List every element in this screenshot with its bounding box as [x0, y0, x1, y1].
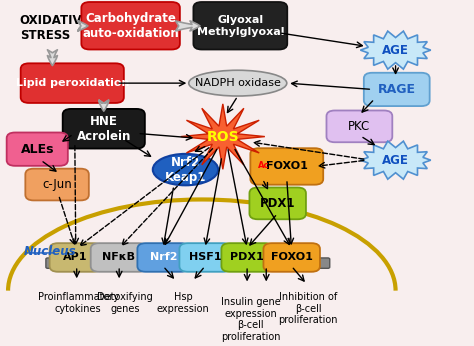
Text: AGE: AGE [382, 44, 409, 57]
Text: NFκB: NFκB [102, 253, 136, 263]
Text: Lipid peroxidation: Lipid peroxidation [16, 78, 129, 88]
Polygon shape [181, 104, 265, 169]
FancyBboxPatch shape [137, 243, 189, 272]
Text: Nrf2: Nrf2 [150, 253, 177, 263]
Ellipse shape [189, 70, 287, 96]
Text: HNE
Acrolein: HNE Acrolein [77, 115, 131, 143]
Ellipse shape [153, 154, 218, 185]
FancyBboxPatch shape [221, 243, 273, 272]
Text: Glyoxal
Methylglyoxal: Glyoxal Methylglyoxal [197, 15, 284, 37]
Text: Detoxifying
genes: Detoxifying genes [97, 292, 153, 314]
Text: NADPH oxidase: NADPH oxidase [195, 78, 281, 88]
Text: FOXO1: FOXO1 [271, 253, 313, 263]
FancyBboxPatch shape [21, 63, 124, 103]
FancyBboxPatch shape [46, 258, 330, 268]
Text: AP1: AP1 [63, 253, 88, 263]
Text: RAGE: RAGE [378, 83, 416, 96]
Text: OXIDATIVE
STRESS: OXIDATIVE STRESS [20, 14, 91, 42]
Text: Carbohydrate
auto-oxidation: Carbohydrate auto-oxidation [82, 12, 179, 40]
FancyBboxPatch shape [180, 243, 231, 272]
FancyBboxPatch shape [250, 148, 323, 185]
Text: Nucleus: Nucleus [24, 245, 76, 258]
Text: Nrf2
Keap1: Nrf2 Keap1 [165, 156, 206, 184]
Text: AGE: AGE [382, 154, 409, 167]
FancyBboxPatch shape [193, 2, 287, 49]
Text: Insulin gene
expression
β-cell
proliferation: Insulin gene expression β-cell prolifera… [221, 297, 281, 342]
Text: PDX1: PDX1 [260, 197, 295, 210]
FancyBboxPatch shape [82, 2, 180, 49]
Text: Ac: Ac [258, 161, 270, 170]
FancyBboxPatch shape [364, 73, 429, 106]
Text: ROS: ROS [207, 130, 239, 144]
FancyBboxPatch shape [63, 109, 145, 148]
FancyBboxPatch shape [327, 110, 392, 142]
Text: c-Jun: c-Jun [42, 178, 72, 191]
Text: PDX1: PDX1 [230, 253, 264, 263]
Text: Hsp
expression: Hsp expression [157, 292, 210, 314]
Text: HSF1: HSF1 [189, 253, 221, 263]
FancyBboxPatch shape [264, 243, 320, 272]
Text: FOXO1: FOXO1 [266, 162, 308, 172]
Text: ALEs: ALEs [20, 143, 54, 156]
FancyBboxPatch shape [249, 188, 306, 219]
Text: PKC: PKC [348, 120, 371, 133]
Polygon shape [360, 31, 431, 69]
Text: Proinflammatory
cytokines: Proinflammatory cytokines [37, 292, 118, 314]
FancyBboxPatch shape [91, 243, 147, 272]
Polygon shape [360, 141, 431, 179]
FancyBboxPatch shape [25, 169, 89, 200]
Text: Inhibition of
β-cell
proliferation: Inhibition of β-cell proliferation [279, 292, 338, 326]
FancyBboxPatch shape [7, 133, 68, 166]
FancyBboxPatch shape [50, 243, 101, 272]
